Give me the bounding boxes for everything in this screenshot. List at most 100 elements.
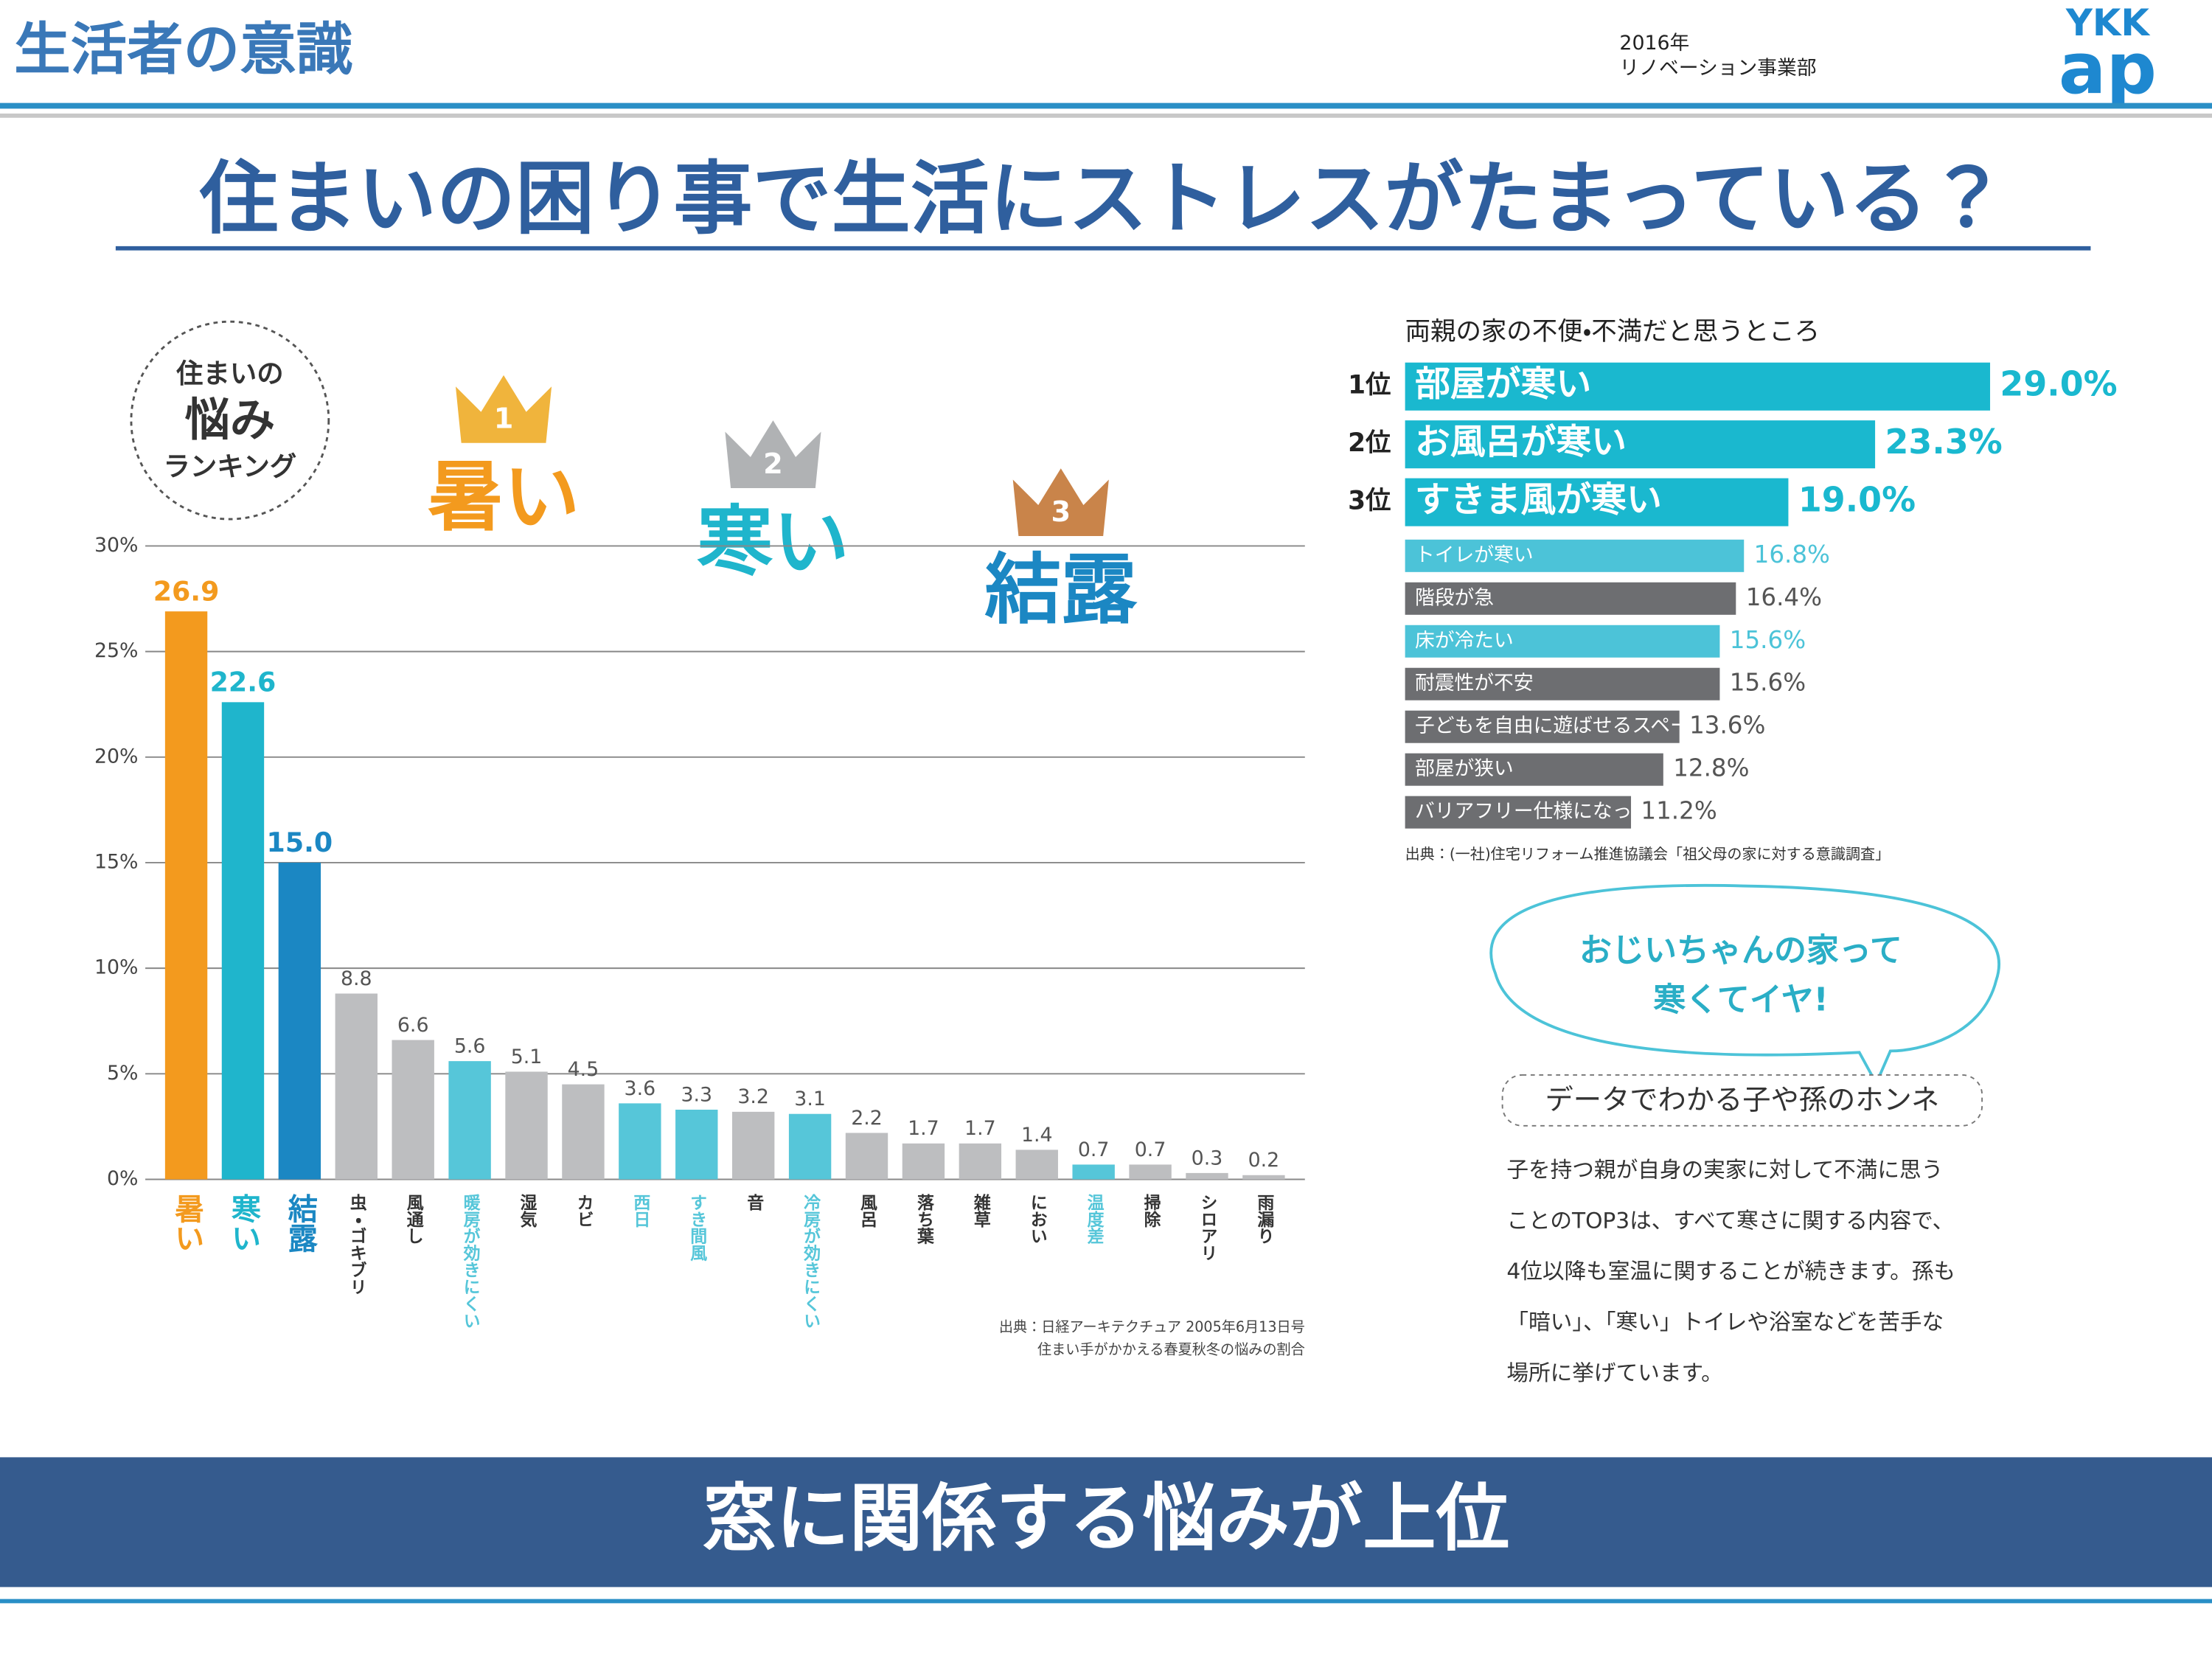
y-tick-label: 5% xyxy=(107,1062,138,1085)
crown-number: 2 xyxy=(763,448,783,481)
logo-bottom: ap xyxy=(2059,27,2157,110)
note-heading: データでわかる子や孫のホンネ xyxy=(1545,1084,1940,1117)
x-tick-label: 音 xyxy=(744,1193,764,1211)
y-tick-label: 25% xyxy=(94,639,138,662)
bar xyxy=(788,1113,832,1180)
bar xyxy=(562,1084,605,1180)
x-tick-label: 掃除 xyxy=(1141,1193,1161,1228)
value-label: 6.6 xyxy=(397,1014,429,1037)
bar xyxy=(221,702,265,1180)
value-label: 13.6% xyxy=(1689,712,1765,740)
bar xyxy=(1186,1172,1228,1180)
bar xyxy=(1405,710,1680,743)
value-label: 5.1 xyxy=(511,1046,543,1068)
x-tick-label: 湿気 xyxy=(517,1194,537,1228)
y-tick-label: 15% xyxy=(94,850,138,873)
bar xyxy=(959,1143,1002,1180)
headline: 住まいの困り事で生活にストレスがたまっている？ xyxy=(199,154,2007,246)
bar-label: トイレが寒い xyxy=(1415,543,1534,566)
y-tick-label: 10% xyxy=(94,956,138,979)
y-tick-label: 0% xyxy=(107,1167,138,1190)
x-tick-label: 虫・ゴキブリ xyxy=(347,1194,366,1295)
x-tick-label: 風通し xyxy=(403,1194,423,1245)
ranking-label: 寒い xyxy=(697,498,849,587)
note-heading-box xyxy=(1501,1074,1983,1127)
x-tick-label: 落ち葉 xyxy=(914,1194,934,1245)
bar-label: 部屋が狭い xyxy=(1415,757,1514,780)
source: 住まい手がかかえる春夏秋冬の悩みの割合 xyxy=(1037,1340,1305,1357)
bar xyxy=(448,1061,491,1180)
bar-label: 床が冷たい xyxy=(1415,629,1514,652)
bar xyxy=(1405,362,1991,411)
header-department: リノベーション事業部 xyxy=(1619,57,1816,80)
bar xyxy=(675,1109,718,1180)
chart-title: 両親の家の不便・不満だと思うところ xyxy=(1405,317,1820,347)
footer-text: 窓に関係する悩みが上位 xyxy=(703,1477,1509,1562)
bar xyxy=(619,1103,661,1180)
value-label: 16.8% xyxy=(1754,540,1830,568)
note-line: 子を持つ親が自身の実家に対して不満に思う xyxy=(1506,1157,1943,1183)
x-tick-label: 暑い xyxy=(170,1194,204,1253)
value-label: 26.9 xyxy=(153,575,220,607)
x-tick-label: シロアリ xyxy=(1197,1194,1217,1262)
crown xyxy=(1012,468,1109,537)
badge-text: ランキング xyxy=(164,451,297,482)
bar-label: 子どもを自由に遊ばせるスペースがない xyxy=(1415,714,1768,737)
value-label: 5.6 xyxy=(454,1034,486,1057)
value-label: 3.2 xyxy=(737,1085,769,1108)
header-year: 2016年 xyxy=(1619,32,1689,55)
source: 出典：日経アーキテクチュア 2005年6月13日号 xyxy=(999,1318,1305,1335)
bubble-text: 寒くてイヤ! xyxy=(1653,981,1828,1018)
rank-label: 2位 xyxy=(1348,428,1391,458)
bar xyxy=(1129,1164,1172,1180)
value-label: 29.0% xyxy=(2000,364,2117,404)
x-tick-label: 暖房が効きにくい xyxy=(460,1194,481,1329)
value-label: 0.2 xyxy=(1248,1149,1280,1172)
bar-label: 部屋が寒い xyxy=(1415,364,1591,405)
bar xyxy=(505,1071,548,1180)
rank-label: 1位 xyxy=(1348,371,1391,400)
speech-bubble xyxy=(1489,883,2001,1087)
bar xyxy=(731,1111,775,1180)
x-tick-label: 雨漏り xyxy=(1254,1194,1274,1245)
value-label: 11.2% xyxy=(1641,797,1717,825)
value-label: 22.6 xyxy=(210,666,276,698)
bar xyxy=(1072,1164,1115,1180)
x-tick-label: 風呂 xyxy=(858,1194,877,1228)
crown xyxy=(455,375,552,443)
ranking-label: 暑い xyxy=(428,453,580,541)
bar xyxy=(845,1133,888,1180)
value-label: 1.7 xyxy=(908,1117,939,1140)
bar-label: お風呂が寒い xyxy=(1415,422,1627,463)
x-tick-label: 結露 xyxy=(282,1194,317,1253)
bar xyxy=(1405,753,1663,786)
bar-label: 階段が急 xyxy=(1415,586,1494,609)
x-tick-label: 温度差 xyxy=(1084,1194,1104,1245)
bar xyxy=(1405,582,1736,615)
value-label: 8.8 xyxy=(341,967,372,990)
x-tick-label: 冷房が効きにくい xyxy=(801,1194,821,1329)
x-tick-label: 寒い xyxy=(226,1194,260,1253)
value-label: 3.3 xyxy=(681,1083,712,1106)
bubble-text: おじいちゃんの家って xyxy=(1579,931,1902,969)
value-label: 12.8% xyxy=(1673,754,1749,782)
value-label: 19.0% xyxy=(1798,480,1916,520)
bar xyxy=(902,1143,945,1180)
bar xyxy=(1405,625,1720,658)
logo-top: YKK xyxy=(2065,1,2152,44)
note-line: ことのTOP3は、すべて寒さに関する内容で、 xyxy=(1506,1207,1954,1233)
x-tick-label: すき間風 xyxy=(687,1194,707,1262)
value-label: 4.5 xyxy=(568,1058,599,1081)
footer-band xyxy=(0,1457,2212,1587)
value-label: 16.4% xyxy=(1746,583,1822,611)
value-label: 1.4 xyxy=(1021,1124,1053,1147)
bar xyxy=(1015,1150,1058,1180)
bar xyxy=(1242,1175,1285,1180)
x-tick-label: 雑草 xyxy=(970,1193,991,1228)
crown xyxy=(725,420,821,488)
x-tick-label: カビ xyxy=(574,1194,593,1228)
bar xyxy=(1405,420,1876,469)
